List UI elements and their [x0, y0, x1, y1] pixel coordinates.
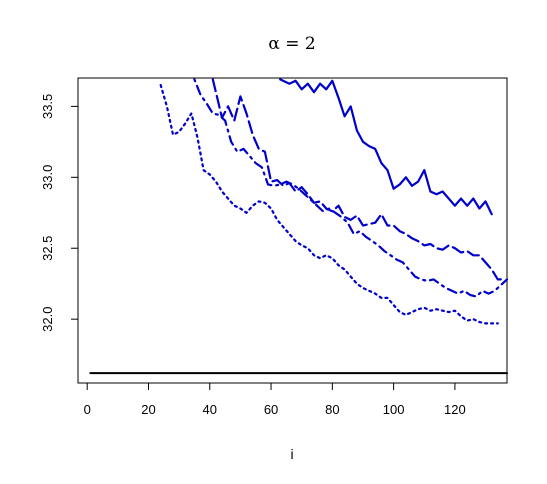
- y-axis: 32.0 32.5 33.0 33.5: [40, 94, 79, 332]
- y-tick-label: 33.5: [40, 94, 55, 119]
- x-tick-label: 0: [84, 402, 91, 417]
- series-line-4-dotdash: [193, 78, 509, 298]
- series-layer: [89, 78, 509, 375]
- y-tick-label: 32.5: [40, 236, 55, 261]
- chart-title: α = 2: [268, 34, 315, 54]
- x-tick-label: 120: [444, 402, 466, 417]
- y-tick-label: 32.0: [40, 307, 55, 332]
- x-tick-label: 60: [264, 402, 278, 417]
- series-line-3-longdash: [211, 78, 505, 281]
- series-line-2-solid: [279, 78, 493, 216]
- x-tick-label: 20: [141, 402, 155, 417]
- series-line-5-dotted: [159, 83, 499, 325]
- x-tick-label: 100: [383, 402, 405, 417]
- y-tick-label: 33.0: [40, 165, 55, 190]
- x-axis-label: i: [290, 446, 293, 462]
- x-axis: 0 20 40 60 80 100 120: [84, 382, 466, 417]
- x-tick-label: 40: [203, 402, 217, 417]
- plot-frame: [77, 77, 508, 384]
- x-tick-label: 80: [325, 402, 339, 417]
